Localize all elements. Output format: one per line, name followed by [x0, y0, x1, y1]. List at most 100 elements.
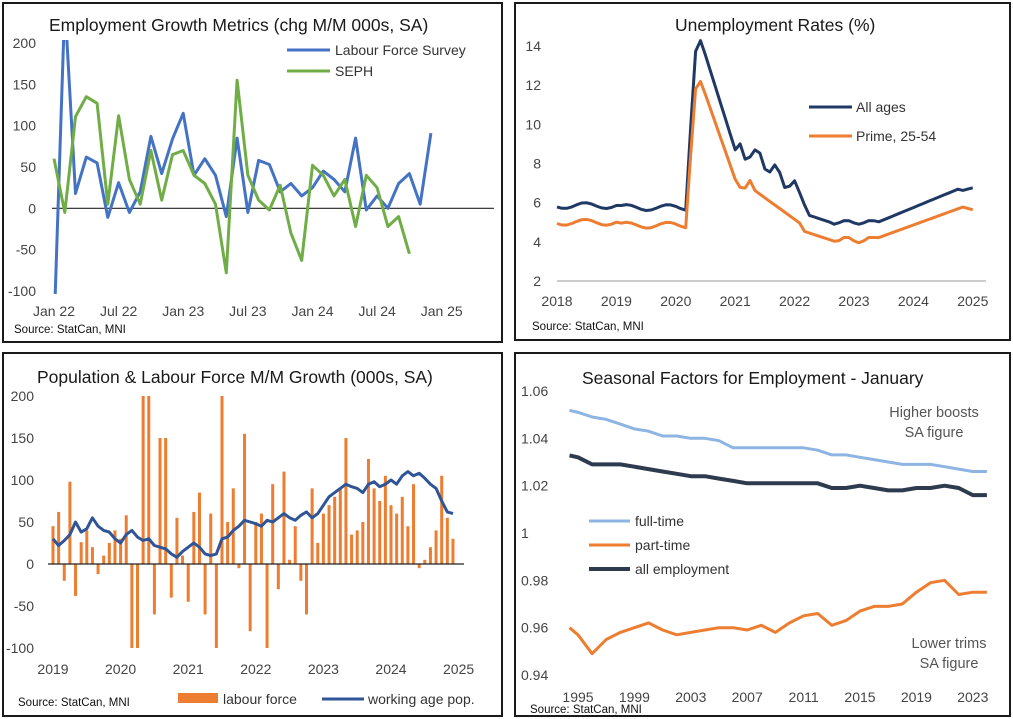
labour-force-bar [271, 484, 275, 564]
labour-force-bar [434, 530, 438, 564]
labour-force-bar [338, 488, 342, 564]
x-tick-label-1: 1999 [619, 689, 650, 705]
labour-force-bar [96, 564, 100, 575]
y-tick-label-2: 100 [11, 472, 35, 488]
labour-force-bar [113, 530, 117, 564]
labour-force-bar [175, 517, 179, 564]
labour-force-bar [350, 534, 354, 564]
source-note: Source: StatCan, MNI [530, 704, 642, 715]
y-tick-label-6: -100 [8, 283, 36, 299]
labour-force-bar [406, 526, 410, 564]
labour-force-bar [451, 538, 455, 564]
y-tick-label-2: 1.02 [521, 478, 548, 494]
labour-force-bar [412, 484, 416, 564]
y-tick-label-0: 14 [525, 38, 541, 54]
x-tick-label-4: 2011 [789, 689, 819, 705]
series-line-seph [52, 78, 411, 275]
labour-force-bar [344, 438, 348, 564]
labour-force-bar [79, 542, 83, 564]
labour-force-bar [152, 564, 156, 615]
labour-force-bar [259, 513, 263, 564]
annotation-higher-sa: SA figure [905, 425, 964, 441]
x-tick-label-6: Jan 25 [421, 303, 463, 319]
labour-force-bar [62, 564, 66, 581]
legend-label-labour-force: labour force [223, 691, 297, 707]
labour-force-bar [220, 396, 224, 564]
chart-title: Unemployment Rates (%) [675, 15, 875, 35]
labour-force-bar [158, 438, 162, 564]
x-tick-label-5: Jul 24 [358, 303, 396, 319]
seasonal-factors-svg: Seasonal Factors for Employment - Januar… [521, 368, 989, 715]
legend-label-seph: SEPH [335, 63, 373, 79]
legend-label-lfs: Labour Force Survey [335, 42, 466, 58]
legend: full-time part-time all employment [589, 513, 729, 577]
labour-force-bar [209, 513, 213, 564]
x-tick-label-1: 2019 [601, 293, 632, 309]
employment-growth-chart: Employment Growth Metrics (chg M/M 000s,… [2, 2, 503, 343]
seasonal-factors-chart: Seasonal Factors for Employment - Januar… [514, 352, 1011, 717]
source-note: Source: StatCan, MNI [18, 697, 130, 709]
x-tick-label-6: 2025 [443, 661, 474, 677]
labour-force-bar [445, 517, 449, 564]
y-tick-label-3: 50 [20, 159, 36, 175]
source-note: Source: StatCan, MNI [532, 321, 644, 333]
x-tick-label-1: Jul 22 [100, 303, 138, 319]
y-tick-label-6: 0.94 [521, 667, 548, 683]
x-tick-label-3: 2007 [732, 689, 763, 705]
x-tick-label-2: 2021 [173, 661, 204, 677]
x-tick-label-6: 2019 [901, 689, 932, 705]
labour-force-bar [226, 522, 230, 564]
y-tick-label-5: -50 [16, 242, 36, 258]
y-tick-label-1: 150 [13, 76, 37, 92]
series-line-part-time [568, 578, 987, 656]
unemployment-rates-chart: Unemployment Rates (%) 14 12 10 8 6 4 2 2018 20… [514, 2, 1011, 341]
labour-force-bar [248, 564, 252, 632]
x-tick-label-4: 2022 [779, 293, 810, 309]
labour-force-bar [90, 547, 94, 564]
labour-force-bar [243, 433, 247, 564]
labour-force-bar [254, 522, 258, 564]
x-tick-label-5: 2023 [838, 293, 869, 309]
labour-force-bar [378, 501, 382, 564]
y-tick-label-5: -50 [14, 598, 34, 614]
labour-force-bar [124, 515, 128, 564]
x-tick-label-3: Jul 23 [229, 303, 267, 319]
labour-force-bar [192, 511, 196, 564]
series-line-lfs [53, 40, 433, 294]
legend-label-part-time: part-time [635, 537, 690, 553]
labour-force-bar [130, 564, 134, 648]
labour-force-bar [276, 564, 280, 590]
legend: All ages Prime, 25-54 [809, 99, 936, 144]
labour-force-bar [321, 513, 325, 564]
labour-force-bar [102, 555, 106, 564]
source-note: Source: StatCan, MNI [14, 324, 126, 336]
legend: Labour Force Survey SEPH [287, 42, 466, 79]
labour-force-bar [197, 492, 201, 564]
x-tick-label-3: 2021 [720, 293, 751, 309]
labour-force-bar [164, 438, 168, 564]
labour-force-bar [327, 505, 331, 564]
labour-force-bar [237, 564, 241, 569]
x-tick-label-3: 2022 [240, 661, 271, 677]
labour-force-bar [383, 475, 387, 564]
labour-force-bar [305, 564, 308, 615]
labour-force-bar [203, 564, 207, 615]
x-tick-label-0: Jan 22 [33, 303, 75, 319]
x-tick-label-0: 1995 [562, 689, 593, 705]
labour-force-bar [136, 564, 139, 648]
labour-force-bar [214, 564, 218, 648]
annotation-lower-sa: SA figure [920, 656, 979, 672]
series-line-working-age [51, 470, 454, 559]
labour-force-bar [85, 530, 89, 564]
labour-force-bar [316, 543, 320, 564]
labour-force-bar [361, 522, 365, 564]
labour-force-bar [423, 559, 427, 564]
employment-growth-svg: Employment Growth Metrics (chg M/M 000s,… [8, 15, 494, 336]
labour-force-bar [333, 496, 337, 564]
population-labour-force-chart: Population & Labour Force M/M Growth (00… [2, 352, 503, 717]
x-tick-label-4: 2023 [308, 661, 339, 677]
unemployment-rates-svg: Unemployment Rates (%) 14 12 10 8 6 4 2 2018 20… [525, 15, 988, 333]
x-tick-label-2: 2003 [675, 689, 706, 705]
labour-force-bar [389, 505, 393, 564]
labour-force-bar [265, 564, 269, 648]
